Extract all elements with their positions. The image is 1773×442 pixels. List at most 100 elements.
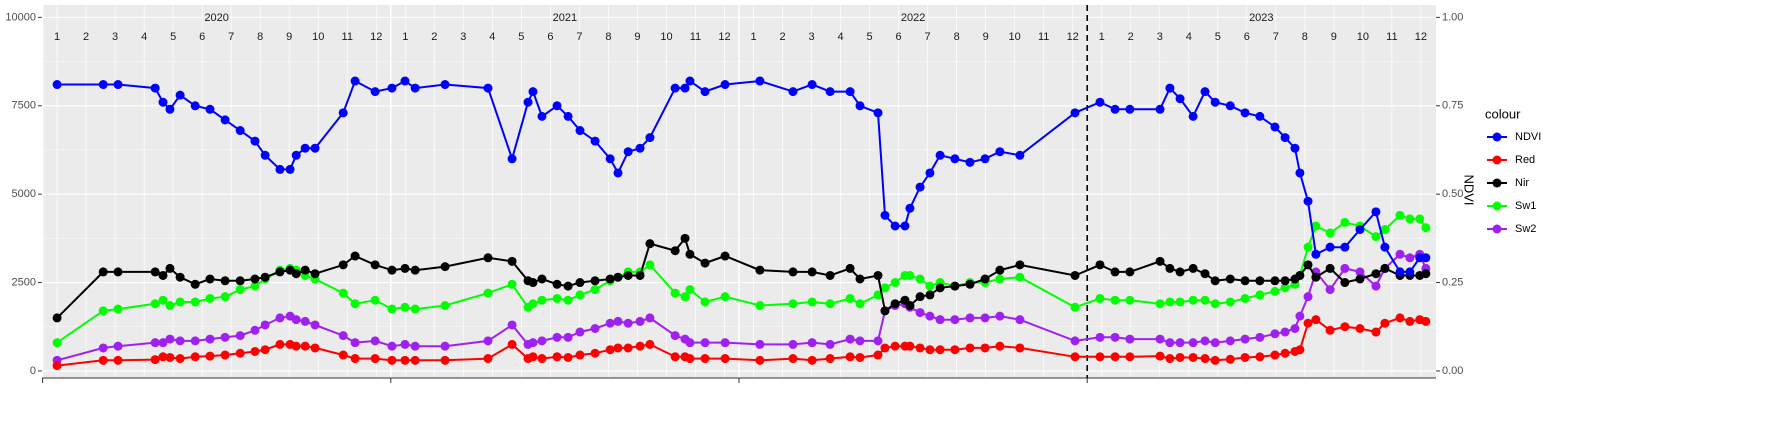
point xyxy=(1303,242,1313,252)
point xyxy=(1188,295,1198,305)
point xyxy=(537,354,547,364)
y2-tick-label: 0.75 xyxy=(1442,100,1463,112)
month-label: 12 xyxy=(1415,31,1427,43)
point xyxy=(1355,267,1365,277)
point xyxy=(1210,355,1220,365)
point xyxy=(1325,228,1335,238)
point xyxy=(845,263,855,273)
point xyxy=(150,267,160,277)
point xyxy=(1371,232,1381,242)
point xyxy=(523,97,533,107)
point xyxy=(440,341,450,351)
point xyxy=(880,343,890,353)
point xyxy=(1200,295,1210,305)
point xyxy=(1155,299,1165,309)
point xyxy=(190,336,200,346)
point xyxy=(950,281,960,291)
point xyxy=(1340,242,1350,252)
point xyxy=(995,274,1005,284)
point xyxy=(1188,111,1198,121)
point xyxy=(260,272,270,282)
month-label: 10 xyxy=(1009,31,1021,43)
point xyxy=(880,210,890,220)
y-tick-label: 7500 xyxy=(12,100,36,112)
point xyxy=(1325,242,1335,252)
point xyxy=(1325,285,1335,295)
month-label: 4 xyxy=(1186,31,1192,43)
point xyxy=(1270,350,1280,360)
point xyxy=(700,87,710,97)
point xyxy=(285,164,295,174)
month-label: 11 xyxy=(1038,31,1049,43)
point xyxy=(291,269,301,279)
month-label: 6 xyxy=(896,31,902,43)
point xyxy=(1155,256,1165,266)
point xyxy=(1210,97,1220,107)
point xyxy=(275,339,285,349)
point xyxy=(720,338,730,348)
point xyxy=(755,76,765,86)
point xyxy=(755,355,765,365)
month-label: 6 xyxy=(199,31,205,43)
point xyxy=(440,355,450,365)
legend-label: Nir xyxy=(1515,177,1529,189)
point xyxy=(410,355,420,365)
legend-label: Sw1 xyxy=(1515,200,1536,212)
point xyxy=(965,313,975,323)
point xyxy=(755,339,765,349)
point xyxy=(645,133,655,143)
point xyxy=(1311,272,1321,282)
month-label: 12 xyxy=(370,31,382,43)
point xyxy=(1225,274,1235,284)
point xyxy=(291,315,301,325)
point xyxy=(1395,313,1405,323)
point xyxy=(623,318,633,328)
point xyxy=(52,313,62,323)
point xyxy=(685,354,695,364)
point xyxy=(1395,210,1405,220)
point xyxy=(645,313,655,323)
point xyxy=(1210,338,1220,348)
y-tick-label: 2500 xyxy=(12,276,36,288)
point xyxy=(1225,297,1235,307)
point xyxy=(825,354,835,364)
point xyxy=(250,325,260,335)
point xyxy=(190,352,200,362)
month-label: 5 xyxy=(518,31,524,43)
point xyxy=(1270,286,1280,296)
point xyxy=(563,111,573,121)
point xyxy=(700,258,710,268)
point xyxy=(1421,269,1431,279)
point xyxy=(605,274,615,284)
legend-key-point xyxy=(1492,201,1502,211)
month-label: 5 xyxy=(1215,31,1221,43)
point xyxy=(1165,338,1175,348)
point xyxy=(1165,297,1175,307)
point xyxy=(1110,104,1120,114)
point xyxy=(52,361,62,371)
month-label: 10 xyxy=(312,31,324,43)
point xyxy=(1070,336,1080,346)
point xyxy=(590,348,600,358)
year-label: 2023 xyxy=(1249,12,1273,24)
point xyxy=(1015,260,1025,270)
point xyxy=(387,341,397,351)
point xyxy=(1155,334,1165,344)
point xyxy=(855,299,865,309)
point xyxy=(190,279,200,289)
point xyxy=(1371,327,1381,337)
point xyxy=(165,334,175,344)
point xyxy=(440,301,450,311)
month-label: 10 xyxy=(1357,31,1369,43)
point xyxy=(980,274,990,284)
point xyxy=(890,221,900,231)
point xyxy=(1188,263,1198,273)
point xyxy=(1125,334,1135,344)
point xyxy=(1325,263,1335,273)
point xyxy=(965,343,975,353)
point xyxy=(1015,343,1025,353)
point xyxy=(1125,267,1135,277)
legend-label: Sw2 xyxy=(1515,223,1536,235)
point xyxy=(158,97,168,107)
point xyxy=(1095,352,1105,362)
